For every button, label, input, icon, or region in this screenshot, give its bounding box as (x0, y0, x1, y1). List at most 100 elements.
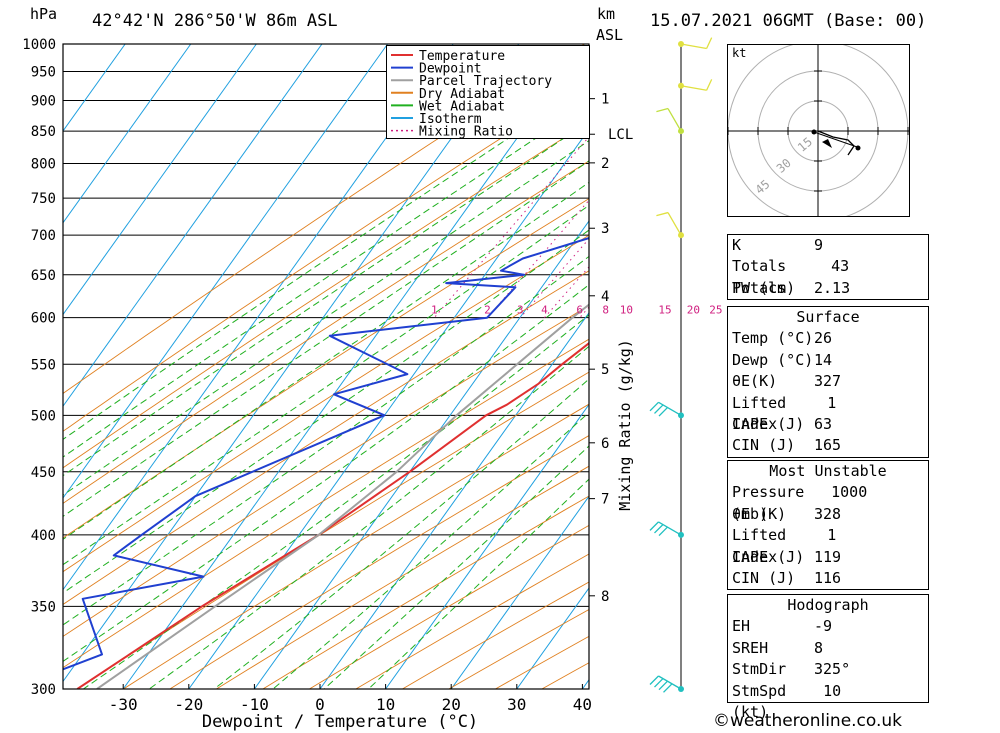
dry-adiabat-line (123, 403, 589, 689)
parcel-trajectory-line (96, 303, 589, 689)
storm-motion-arrow (822, 139, 832, 148)
index-value: 2.13 (814, 278, 851, 297)
km-tick-label: 3 (601, 221, 609, 237)
most-unstable-row: Lifted Index 1 (728, 525, 928, 565)
hodograph-ring-label: 45 (753, 177, 773, 197)
surface-row: Lifted Index 1 (728, 393, 928, 433)
wind-barb (649, 521, 682, 537)
wet-adiabat-line (63, 160, 589, 517)
km-tick-label: 5 (601, 362, 609, 378)
dry-adiabat-line (63, 160, 589, 504)
surface-value: 14 (814, 350, 833, 369)
wind-barb (649, 675, 682, 693)
hodograph-stat-value: 8 (814, 638, 824, 657)
most-unstable-table: Most Unstable Pressure (mb) 1000 θE (K) 328… (727, 460, 929, 591)
most-unstable-label: θE (K) (732, 504, 787, 523)
wet-adiabat-line (272, 411, 589, 689)
most-unstable-row: CAPE (J) 119 (728, 547, 928, 568)
wind-barb-flag (649, 401, 659, 412)
hodograph-stat-value: 325° (814, 660, 851, 679)
hodograph-stat-row: SREH 8 (728, 638, 928, 659)
most-unstable-value: 1 (827, 526, 837, 545)
pressure-tick-label: 300 (31, 682, 56, 698)
mixing-ratio-label: 2 (484, 304, 491, 317)
wind-barb-flag (658, 407, 668, 417)
isotherm-line (63, 44, 520, 683)
hodograph-stat-row: StmSpd (kt) 10 (728, 681, 928, 721)
wet-adiabat-line (63, 84, 589, 440)
dry-adiabat-line (63, 81, 589, 432)
chart-legend: Temperature Dewpoint Parcel Trajectory Dry … (386, 45, 590, 139)
wind-barb-flag (658, 680, 668, 691)
dry-adiabat-line (63, 338, 589, 669)
surface-value: 1 (827, 393, 837, 412)
most-unstable-label: CIN (J) (732, 568, 796, 587)
copyright-credit[interactable]: ©weatheronline.co.uk (713, 711, 903, 731)
isotherm-line (63, 44, 388, 499)
wind-barb (680, 79, 713, 91)
isotherm-line (253, 220, 589, 689)
surface-label: Lifted Index (732, 393, 787, 433)
dry-adiabat-line (262, 495, 589, 689)
surface-title: Surface (796, 308, 860, 326)
wind-barb (680, 37, 713, 50)
hodograph-table: Hodograph EH -9 SREH 8 StmDir 325° StmSpd (kt)… (727, 594, 929, 721)
wet-adiabat-line (63, 204, 589, 566)
most-unstable-value: 1000 (831, 483, 868, 502)
most-unstable-label: CAPE (J) (732, 547, 805, 566)
wind-barb-shaft (680, 85, 707, 91)
wind-barb-flag (656, 211, 669, 217)
index-label: PW (cm) (732, 278, 796, 297)
wind-barb-flag (706, 79, 713, 91)
hodograph-ring-label: 15 (795, 135, 815, 155)
legend-label: Parcel Trajectory (419, 74, 552, 89)
surface-row: θE(K) 327 (728, 371, 928, 392)
surface-row: Temp (°C) 26 (728, 328, 928, 349)
wind-barb-shaft (658, 521, 682, 536)
wet-adiabat-line (63, 229, 589, 594)
mixing-ratio-line (433, 136, 589, 319)
pressure-tick-label: 800 (31, 157, 56, 173)
wet-adiabat-line (323, 445, 589, 689)
dry-adiabat-line (63, 121, 589, 469)
storm-motion-dot (855, 145, 861, 151)
mixing-ratio-label: 6 (576, 304, 583, 317)
km-tick-label: 7 (601, 492, 609, 508)
pressure-tick-label: 1000 (22, 37, 56, 53)
hodograph-panel: 15 30 45 kt (727, 44, 910, 217)
index-value: 9 (814, 236, 824, 254)
surface-label: Dewp (°C) (732, 350, 814, 369)
asl-unit-label: ASL (596, 26, 624, 44)
index-row: PW (cm) 2.13 (728, 278, 928, 299)
wind-barb (656, 107, 682, 132)
wind-barb-shaft (667, 212, 682, 236)
mixing-ratio-label: 10 (620, 304, 633, 317)
wind-barb-shaft (658, 401, 682, 416)
wind-barb (656, 211, 682, 236)
lcl-label: LCL (608, 127, 633, 143)
dry-adiabat-line (960, 44, 1000, 689)
pressure-tick-label: 500 (31, 408, 56, 424)
x-tick-label: 30 (507, 695, 526, 714)
dry-adiabat-line (216, 465, 589, 689)
wind-barb-flag (656, 107, 669, 113)
x-tick-label: -10 (240, 695, 269, 714)
surface-label: CAPE (J) (732, 414, 805, 433)
most-unstable-title: Most Unstable (769, 462, 887, 480)
surface-value: 327 (814, 372, 842, 391)
hodograph-stat-value: 10 (823, 681, 842, 700)
dry-adiabat-line (76, 371, 589, 689)
km-tick-label: 2 (601, 156, 609, 172)
x-tick-label: 20 (442, 695, 461, 714)
surface-row: Dewp (°C) 14 (728, 350, 928, 371)
pressure-tick-label: 850 (31, 124, 56, 140)
isotherm-line (319, 311, 589, 689)
legend-label: Temperature (419, 49, 505, 64)
dry-adiabat-line (63, 198, 589, 539)
surface-row: CAPE (J) 63 (728, 414, 928, 435)
wind-barb-flag (654, 404, 664, 414)
wind-barb-flag (649, 675, 659, 685)
wind-barb (649, 401, 682, 417)
